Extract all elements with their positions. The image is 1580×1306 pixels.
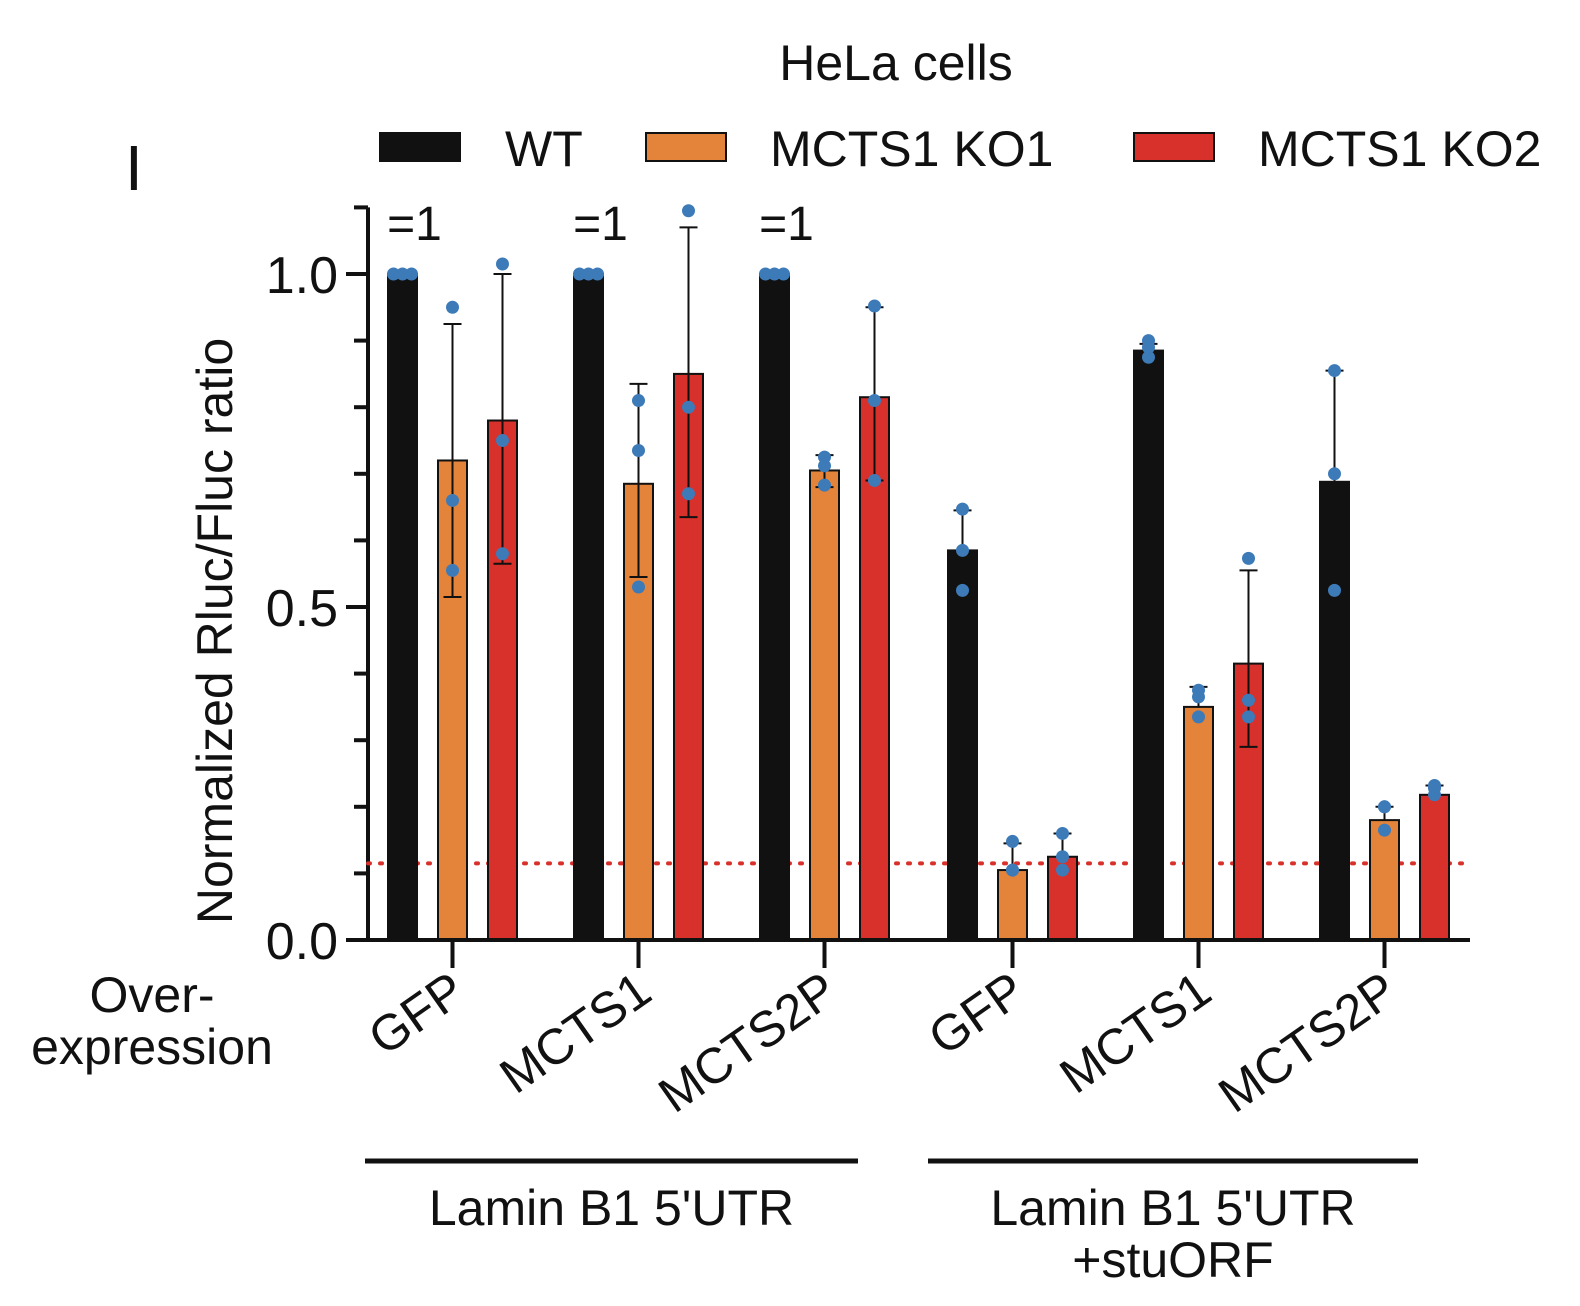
data-point [573, 267, 586, 281]
y-tick-label: 0.0 [266, 913, 338, 971]
bar [809, 469, 840, 941]
group-label: Lamin B1 5'UTR [990, 1180, 1355, 1236]
y-tick-label: 0.5 [266, 580, 338, 638]
data-point [1142, 340, 1155, 354]
x-axis-label: expression [31, 1019, 273, 1075]
data-point [868, 473, 881, 487]
data-point [591, 267, 604, 281]
bar [1369, 819, 1400, 941]
data-point [446, 493, 459, 507]
data-point [1056, 863, 1069, 877]
legend-label: WT [505, 121, 583, 177]
data-point [1056, 850, 1069, 864]
bar [573, 273, 604, 941]
data-point [496, 547, 509, 561]
plot-area: 0.0 0.5 1.0 Normalized Rluc/Fluc ratio =1 =1 =… [31, 198, 1472, 1288]
bar-annotation: =1 [759, 198, 814, 251]
legend-label: MCTS1 KO2 [1258, 121, 1541, 177]
data-point [1006, 834, 1019, 848]
data-point [1428, 781, 1441, 795]
data-point [1242, 710, 1255, 724]
data-point [496, 434, 509, 447]
x-tick-label: MCTS2P [649, 961, 847, 1123]
y-tick-label: 1.0 [266, 247, 338, 305]
bar [947, 549, 978, 941]
data-point [632, 443, 645, 457]
data-point [496, 257, 509, 271]
x-tick-label: MCTS1 [1050, 961, 1221, 1104]
legend-swatch [645, 132, 727, 162]
group-label: Lamin B1 5'UTR [429, 1180, 794, 1236]
data-point [1328, 364, 1341, 378]
data-point [868, 299, 881, 313]
bar-annotation: =1 [573, 198, 628, 251]
y-axis-label: Normalized Rluc/Fluc ratio [187, 338, 243, 924]
data-point [446, 563, 459, 577]
x-tick-label: GFP [918, 961, 1034, 1066]
legend-label: MCTS1 KO1 [770, 121, 1053, 177]
data-point [1378, 823, 1391, 837]
data-point [396, 267, 409, 281]
data-point [818, 459, 831, 473]
bar [1183, 705, 1214, 942]
x-tick-label: MCTS1 [490, 961, 661, 1104]
data-point [1192, 690, 1205, 704]
data-point [387, 267, 400, 281]
data-point [1006, 863, 1019, 877]
data-point [682, 400, 695, 414]
data-point [818, 478, 831, 492]
data-point [1056, 826, 1069, 840]
bar [1319, 480, 1350, 941]
data-point [956, 543, 969, 557]
data-point [956, 502, 969, 516]
data-point [632, 394, 645, 408]
legend: WT MCTS1 KO1 MCTS1 KO2 [379, 121, 1541, 177]
data-point [1142, 350, 1155, 364]
data-point [868, 394, 881, 408]
bar [859, 396, 890, 941]
data-point [956, 583, 969, 597]
data-point [777, 267, 790, 281]
data-point [759, 267, 772, 281]
data-point [632, 580, 645, 594]
data-point [1242, 693, 1255, 707]
bar [997, 869, 1028, 942]
data-point [682, 487, 695, 501]
data-point [405, 267, 418, 281]
x-tick-label: MCTS2P [1209, 961, 1407, 1123]
bar [1419, 793, 1450, 942]
data-point [1242, 551, 1255, 565]
data-point [682, 204, 695, 218]
legend-swatch [1133, 132, 1215, 162]
group-label: +stuORF [1072, 1232, 1273, 1288]
data-point [1192, 710, 1205, 724]
bar [759, 273, 790, 941]
data-point [1328, 583, 1341, 597]
panel-label: I [125, 132, 143, 204]
data-point [582, 267, 595, 281]
x-tick-label: GFP [358, 961, 474, 1066]
bar [387, 273, 418, 941]
data-point [446, 300, 459, 314]
data-point [1328, 467, 1341, 481]
bar [1133, 349, 1164, 941]
data-point [768, 267, 781, 281]
x-axis-label: Over- [90, 967, 215, 1023]
legend-swatch [379, 132, 461, 162]
bar-annotation: =1 [387, 198, 442, 251]
chart-title: HeLa cells [779, 35, 1012, 91]
data-point [1378, 800, 1391, 814]
